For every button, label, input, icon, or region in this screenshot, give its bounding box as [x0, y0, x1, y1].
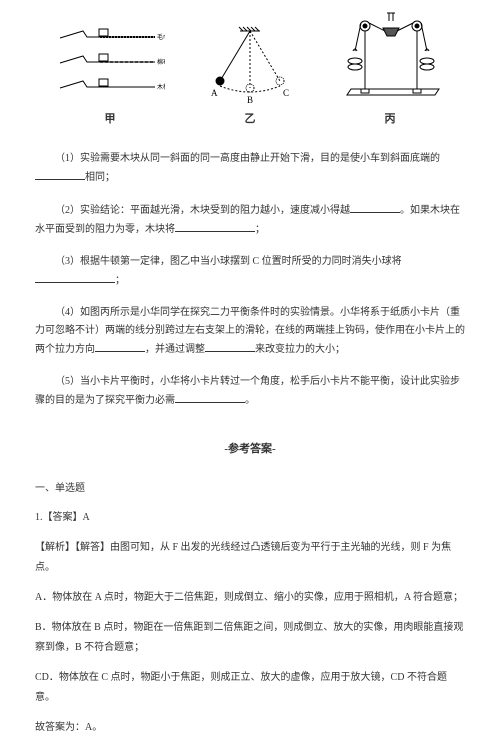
figure-jia: 毛巾表面 棉布表面 木板表面 甲	[55, 26, 165, 130]
yi-label: 乙	[245, 110, 256, 130]
analysis-label: 【解析】【解答】	[35, 542, 110, 553]
q2-text: （2）实验结论：平面越光滑，木块受到的阻力越小，速度减小得越	[55, 205, 350, 216]
answer-number: 1.【答案】A	[35, 508, 465, 528]
answer-header: -参考答案-	[35, 440, 465, 460]
q2-suffix: ；	[255, 224, 265, 235]
blank	[350, 201, 400, 213]
point-b: B	[247, 95, 253, 105]
question-3: （3）根据牛顿第一定律，图乙中当小球摆到 C 位置时所受的力同时消失小球将 ；	[35, 253, 465, 290]
figures-row: 毛巾表面 棉布表面 木板表面 甲 A B C 乙	[35, 20, 465, 130]
bing-diagram	[335, 11, 445, 106]
jia-diagram: 毛巾表面 棉布表面 木板表面	[55, 26, 165, 106]
q1-text: （1）实验需要木块从同一斜面的同一高度由静止开始下滑，目的是使小车到斜面底端的	[55, 153, 440, 164]
option-b: B．物体放在 B 点时，物距在一倍焦距到二倍焦距之间，则成倒立、放大的实像，用肉…	[35, 618, 465, 658]
q3-text: （3）根据牛顿第一定律，图乙中当小球摆到 C 位置时所受的力同时消失小球将	[55, 256, 402, 267]
question-4: （4）如图丙所示是小华同学在探究二力平衡条件时的实验情景。小华将系于纸质小卡片（…	[35, 304, 465, 359]
yi-diagram: A B C	[205, 26, 295, 106]
question-1: （1）实验需要木块从同一斜面的同一高度由静止开始下滑，目的是使小车到斜面底端的相…	[35, 150, 465, 187]
bing-label: 丙	[385, 110, 396, 130]
q1-suffix: 相同；	[85, 172, 115, 183]
surface-label-1: 毛巾表面	[157, 33, 165, 41]
answer-block: 1.【答案】A 【解析】【解答】由图可知，从 F 出发的光线经过凸透镜后变为平行…	[35, 508, 465, 738]
question-5: （5）当小卡片平衡时，小华将小卡片转过一个角度，松手后小卡片不能平衡，设计此实验…	[35, 373, 465, 410]
figure-yi: A B C 乙	[205, 26, 295, 130]
conclusion: 故答案为：A。	[35, 718, 465, 738]
q3-suffix: ；	[115, 275, 125, 286]
surface-label-3: 木板表面	[157, 83, 165, 91]
point-a: A	[211, 88, 218, 98]
figure-bing: 丙	[335, 11, 445, 130]
q5-suffix: 。	[245, 395, 255, 406]
point-c: C	[283, 88, 289, 98]
analysis-line: 【解析】【解答】由图可知，从 F 出发的光线经过凸透镜后变为平行于主光轴的光线，…	[35, 538, 465, 578]
blank	[175, 391, 245, 403]
section-title: 一、单选题	[35, 480, 465, 498]
surface-label-2: 棉布表面	[157, 58, 165, 66]
blank	[35, 168, 85, 180]
blank	[95, 340, 145, 352]
option-a: A．物体放在 A 点时，物距大于二倍焦距，则成倒立、缩小的实像，应用于照相机，A…	[35, 588, 465, 608]
blank	[175, 220, 255, 232]
blank	[35, 271, 115, 283]
q4-mid: ，并通过调整	[145, 344, 205, 355]
option-cd: CD．物体放在 C 点时，物距小于焦距，则成正立、放大的虚像，应用于放大镜，CD…	[35, 668, 465, 708]
q4-suffix: 来改变拉力的大小；	[255, 344, 345, 355]
jia-label: 甲	[105, 110, 116, 130]
blank	[205, 340, 255, 352]
question-2: （2）实验结论：平面越光滑，木块受到的阻力越小，速度减小得越。如果木块在水平面受…	[35, 201, 465, 239]
